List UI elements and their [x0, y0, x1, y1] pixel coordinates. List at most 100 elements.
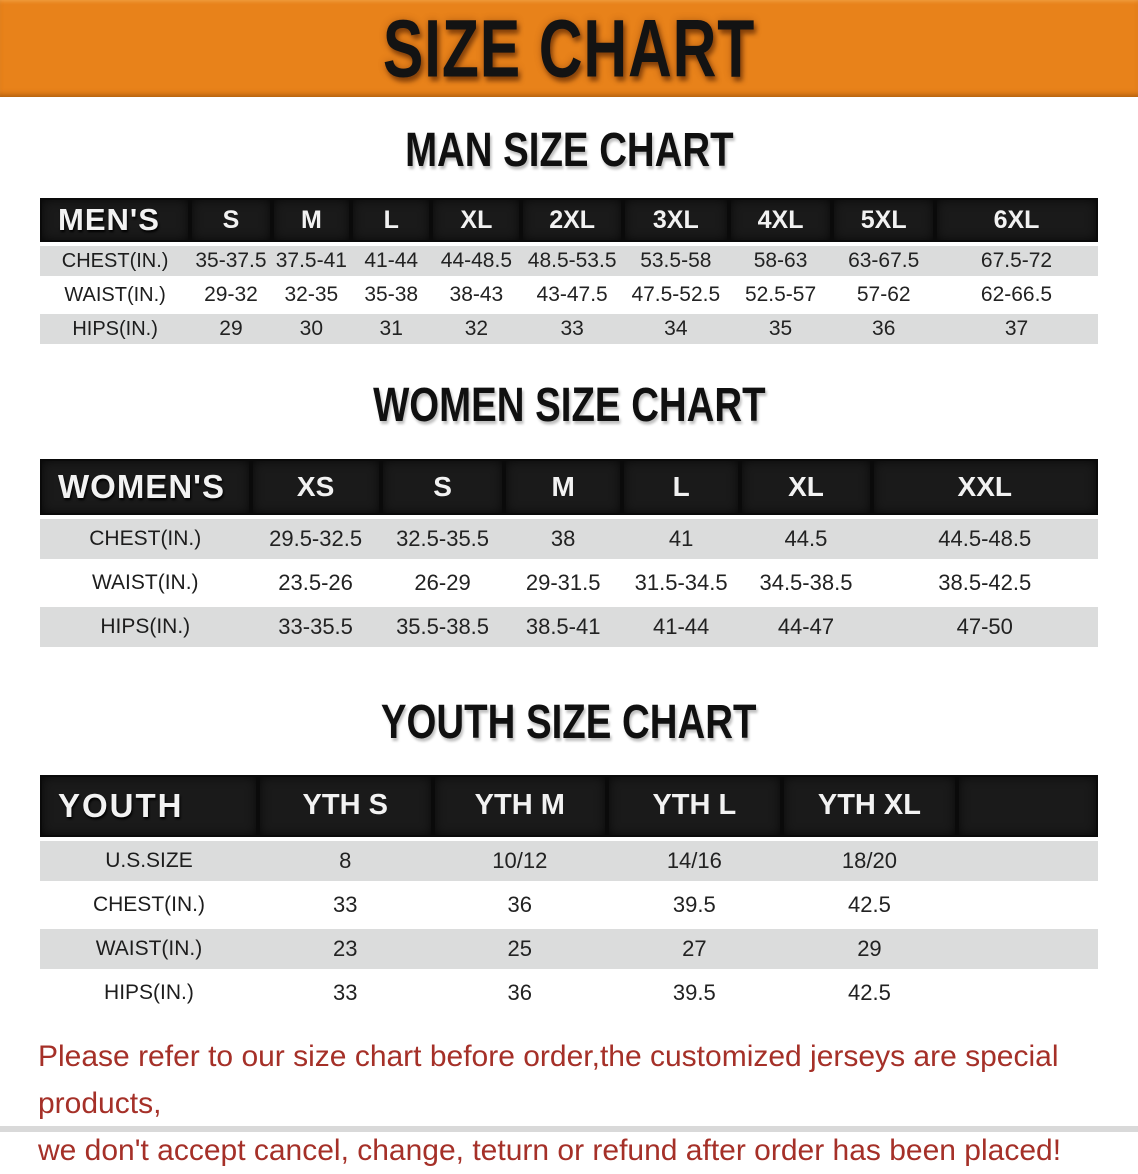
size-column-header: S [190, 198, 272, 243]
size-value-cell: 44-48.5 [431, 246, 522, 277]
size-value-cell: 52.5-57 [728, 280, 833, 311]
measurement-row-label: WAIST(IN.) [40, 928, 258, 969]
size-value-cell: 26-29 [380, 563, 505, 604]
youth-size-section: YOUTH SIZE CHART YOUTH YTH S YTH M YTH L YTH… [0, 695, 1138, 1016]
men-size-table-container: MEN'S S M L XL 2XL 3XL 4XL 5XL 6XL CHEST(IN.) 35-37… [40, 194, 1098, 348]
measurement-row-label: HIPS(IN.) [40, 314, 191, 345]
size-value-cell: 34 [622, 314, 729, 345]
size-column-header: 4XL [728, 198, 833, 243]
size-column-header: 3XL [622, 198, 729, 243]
men-size-section: MAN SIZE CHART MEN'S S M L XL 2XL 3XL 4XL 5XL 6XL… [0, 123, 1138, 348]
size-value-cell: 18/20 [781, 840, 958, 881]
size-value-cell: 35-38 [351, 280, 432, 311]
measurement-row: U.S.SIZE 8 10/12 14/16 18/20 [40, 840, 1098, 881]
size-value-cell: 41-44 [621, 607, 741, 648]
measurement-row: CHEST(IN.) 29.5-32.5 32.5-35.5 38 41 44.5 44.5… [40, 519, 1098, 560]
size-value-cell: 41 [621, 519, 741, 560]
size-table: WOMEN'S XS S M L XL XXL CHEST(IN.) 29.5-32.5 32.5… [40, 455, 1098, 651]
size-value-cell: 37 [935, 314, 1098, 345]
size-column-header: L [621, 459, 741, 516]
size-value-cell: 32 [431, 314, 522, 345]
size-value-cell: 44.5 [740, 519, 872, 560]
size-value-cell: 44-47 [740, 607, 872, 648]
size-value-cell: 25 [432, 928, 608, 969]
youth-size-table-container: YOUTH YTH S YTH M YTH L YTH XL U.S.SIZE 8 10/12… [40, 771, 1098, 1017]
measurement-row-label: WAIST(IN.) [40, 563, 251, 604]
size-value-cell: 38.5-42.5 [871, 563, 1098, 604]
table-group-label: MEN'S [40, 198, 191, 243]
size-table-header-row: WOMEN'S XS S M L XL XXL [40, 459, 1098, 516]
order-notice-line-1: Please refer to our size chart before or… [38, 1039, 1059, 1120]
size-value-cell: 34.5-38.5 [740, 563, 872, 604]
size-value-cell: 29.5-32.5 [250, 519, 381, 560]
women-section-heading-text: WOMEN SIZE CHART [372, 379, 766, 433]
size-column-header: 5XL [832, 198, 936, 243]
size-value-cell: 47-50 [871, 607, 1098, 648]
men-section-heading-text: MAN SIZE CHART [404, 124, 734, 177]
size-column-header: XL [431, 198, 522, 243]
measurement-row: CHEST(IN.) 35-37.5 37.5-41 41-44 44-48.5 48.5… [40, 246, 1098, 277]
size-value-cell: 43-47.5 [521, 280, 623, 311]
measurement-row-label: CHEST(IN.) [40, 884, 258, 925]
row-filler-cell [957, 972, 1098, 1013]
size-column-header: YTH M [432, 774, 608, 837]
measurement-row: HIPS(IN.) 33-35.5 35.5-38.5 38.5-41 41-44 44-… [40, 607, 1098, 648]
size-column-header: XL [740, 459, 872, 516]
size-column-header: XXL [871, 459, 1098, 516]
size-value-cell: 30 [271, 314, 352, 345]
measurement-row: CHEST(IN.) 33 36 39.5 42.5 [40, 884, 1098, 925]
measurement-row: WAIST(IN.) 23.5-26 26-29 29-31.5 31.5-34.5 34… [40, 563, 1098, 604]
size-value-cell: 29-31.5 [504, 563, 622, 604]
size-value-cell: 38.5-41 [504, 607, 622, 648]
youth-section-heading-text: YOUTH SIZE CHART [381, 696, 757, 750]
size-value-cell: 42.5 [781, 972, 958, 1013]
youth-section-heading: YOUTH SIZE CHART [0, 695, 1138, 750]
size-value-cell: 58-63 [728, 246, 833, 277]
row-filler-cell [957, 840, 1098, 881]
size-value-cell: 57-62 [832, 280, 936, 311]
size-value-cell: 23 [257, 928, 433, 969]
size-value-cell: 44.5-48.5 [871, 519, 1098, 560]
size-value-cell: 38-43 [431, 280, 522, 311]
measurement-row-label: U.S.SIZE [40, 840, 258, 881]
measurement-row-label: WAIST(IN.) [40, 280, 191, 311]
size-value-cell: 32.5-35.5 [380, 519, 505, 560]
size-value-cell: 8 [257, 840, 433, 881]
header-filler-cell [957, 774, 1098, 837]
size-value-cell: 36 [832, 314, 936, 345]
size-value-cell: 23.5-26 [250, 563, 381, 604]
measurement-row: HIPS(IN.) 33 36 39.5 42.5 [40, 972, 1098, 1013]
size-value-cell: 53.5-58 [622, 246, 729, 277]
size-value-cell: 27 [607, 928, 782, 969]
size-value-cell: 29-32 [190, 280, 272, 311]
women-size-section: WOMEN SIZE CHART WOMEN'S XS S M L XL XXL CHEST(… [0, 378, 1138, 651]
women-size-table-container: WOMEN'S XS S M L XL XXL CHEST(IN.) 29.5-32.5 32.5… [40, 455, 1098, 651]
size-value-cell: 38 [504, 519, 622, 560]
size-value-cell: 29 [190, 314, 272, 345]
size-value-cell: 33 [257, 972, 433, 1013]
bottom-edge-strip [0, 1126, 1138, 1132]
size-value-cell: 63-67.5 [832, 246, 936, 277]
size-value-cell: 47.5-52.5 [622, 280, 729, 311]
size-column-header: S [380, 459, 505, 516]
size-table-header-row: YOUTH YTH S YTH M YTH L YTH XL [40, 774, 1098, 837]
size-value-cell: 35 [728, 314, 833, 345]
table-group-label: WOMEN'S [40, 459, 251, 516]
size-value-cell: 35-37.5 [190, 246, 272, 277]
measurement-row-label: HIPS(IN.) [40, 972, 258, 1013]
banner-title: SIZE CHART [382, 2, 756, 95]
size-table-header-row: MEN'S S M L XL 2XL 3XL 4XL 5XL 6XL [40, 198, 1098, 243]
size-value-cell: 36 [432, 884, 608, 925]
size-table: MEN'S S M L XL 2XL 3XL 4XL 5XL 6XL CHEST(IN.) 35-37… [40, 194, 1098, 348]
size-value-cell: 42.5 [781, 884, 958, 925]
size-column-header: YTH XL [781, 774, 958, 837]
size-table: YOUTH YTH S YTH M YTH L YTH XL U.S.SIZE 8 10/12… [40, 771, 1098, 1017]
size-value-cell: 32-35 [271, 280, 352, 311]
measurement-row-label: HIPS(IN.) [40, 607, 251, 648]
size-column-header: 6XL [935, 198, 1098, 243]
size-value-cell: 36 [432, 972, 608, 1013]
row-filler-cell [957, 884, 1098, 925]
size-value-cell: 37.5-41 [271, 246, 352, 277]
size-column-header: M [504, 459, 622, 516]
measurement-row-label: CHEST(IN.) [40, 519, 251, 560]
